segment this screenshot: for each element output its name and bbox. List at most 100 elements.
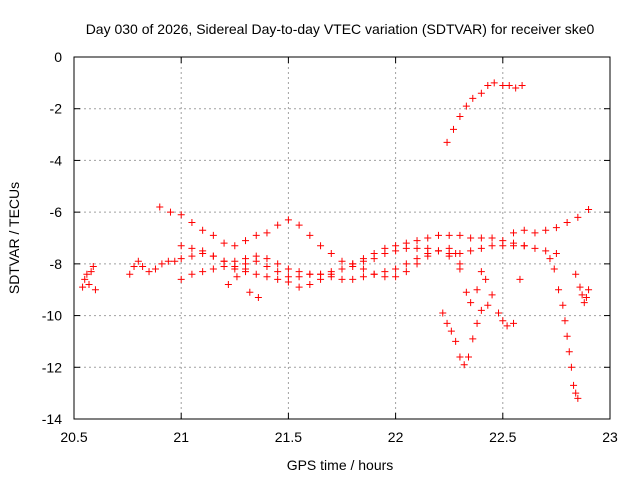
data-point xyxy=(242,237,250,245)
x-tick-label: 23 xyxy=(602,429,618,445)
plot-frame xyxy=(73,56,611,420)
data-point xyxy=(477,234,485,242)
data-point xyxy=(359,273,367,281)
data-point xyxy=(490,79,498,87)
data-point xyxy=(188,270,196,278)
data-point xyxy=(295,221,303,229)
data-point xyxy=(317,275,325,283)
data-point xyxy=(572,389,580,397)
data-point xyxy=(467,299,475,307)
data-point xyxy=(381,250,389,258)
data-point xyxy=(488,291,496,299)
data-point xyxy=(158,260,166,268)
data-point xyxy=(242,265,250,273)
data-point xyxy=(171,257,179,265)
data-point xyxy=(550,265,558,273)
data-point xyxy=(445,244,453,252)
data-point xyxy=(567,363,575,371)
data-point xyxy=(505,81,513,89)
data-point xyxy=(263,229,271,237)
data-point xyxy=(413,244,421,252)
data-point xyxy=(499,317,507,325)
y-tick-label: -6 xyxy=(50,204,63,220)
data-point xyxy=(392,273,400,281)
data-point xyxy=(306,281,314,289)
data-point xyxy=(484,81,492,89)
data-point xyxy=(510,229,518,237)
data-point xyxy=(572,270,580,278)
data-point xyxy=(338,275,346,283)
y-axis-label: SDTVAR / TECUs xyxy=(6,182,22,294)
data-point xyxy=(580,299,588,307)
data-point xyxy=(456,353,464,361)
series-dip-a xyxy=(439,306,485,369)
data-point xyxy=(246,288,254,296)
data-point xyxy=(139,262,147,270)
data-point xyxy=(81,275,89,283)
data-point xyxy=(284,216,292,224)
data-point xyxy=(177,255,185,263)
data-point xyxy=(402,260,410,268)
data-point xyxy=(462,288,470,296)
data-point xyxy=(443,138,451,146)
data-point xyxy=(462,102,470,110)
data-point xyxy=(488,242,496,250)
data-point xyxy=(585,286,593,294)
data-point xyxy=(252,231,260,239)
data-point xyxy=(576,283,584,291)
data-point xyxy=(520,242,528,250)
data-point xyxy=(477,89,485,97)
data-point xyxy=(495,309,503,317)
y-tick-label: -10 xyxy=(42,308,62,324)
data-point xyxy=(209,252,217,260)
data-point xyxy=(578,291,586,299)
data-point xyxy=(469,335,477,343)
data-point xyxy=(531,229,539,237)
data-point xyxy=(456,112,464,120)
data-point xyxy=(295,283,303,291)
data-point xyxy=(306,270,314,278)
data-point xyxy=(177,242,185,250)
data-point xyxy=(565,348,573,356)
data-point xyxy=(317,242,325,250)
series-arc-f xyxy=(443,79,526,146)
data-point xyxy=(126,270,134,278)
data-point xyxy=(570,381,578,389)
data-point xyxy=(469,94,477,102)
data-point xyxy=(263,262,271,270)
data-point xyxy=(199,226,207,234)
data-point xyxy=(188,244,196,252)
data-point xyxy=(574,213,582,221)
data-point xyxy=(424,252,432,260)
data-point xyxy=(559,301,567,309)
data-point xyxy=(87,268,95,276)
data-point xyxy=(552,224,560,232)
data-point xyxy=(477,306,485,314)
data-point xyxy=(231,242,239,250)
x-tick-label: 20.5 xyxy=(60,429,87,445)
series-arc-c xyxy=(177,247,511,330)
data-point xyxy=(424,234,432,242)
data-point xyxy=(503,322,511,330)
data-point xyxy=(370,270,378,278)
series-arc-left xyxy=(79,262,99,294)
data-point xyxy=(263,273,271,281)
axis-ticks xyxy=(73,56,611,420)
data-point xyxy=(79,283,87,291)
data-point xyxy=(552,250,560,258)
data-point xyxy=(520,226,528,234)
data-point xyxy=(85,281,93,289)
data-point xyxy=(370,255,378,263)
data-point xyxy=(209,265,217,273)
data-point xyxy=(546,255,554,263)
data-point xyxy=(231,262,239,270)
data-point xyxy=(177,275,185,283)
x-tick-label: 21.5 xyxy=(275,429,302,445)
data-point xyxy=(434,231,442,239)
data-point xyxy=(306,231,314,239)
data-point xyxy=(467,247,475,255)
data-point xyxy=(83,270,91,278)
data-point xyxy=(452,250,460,258)
data-point xyxy=(274,268,282,276)
